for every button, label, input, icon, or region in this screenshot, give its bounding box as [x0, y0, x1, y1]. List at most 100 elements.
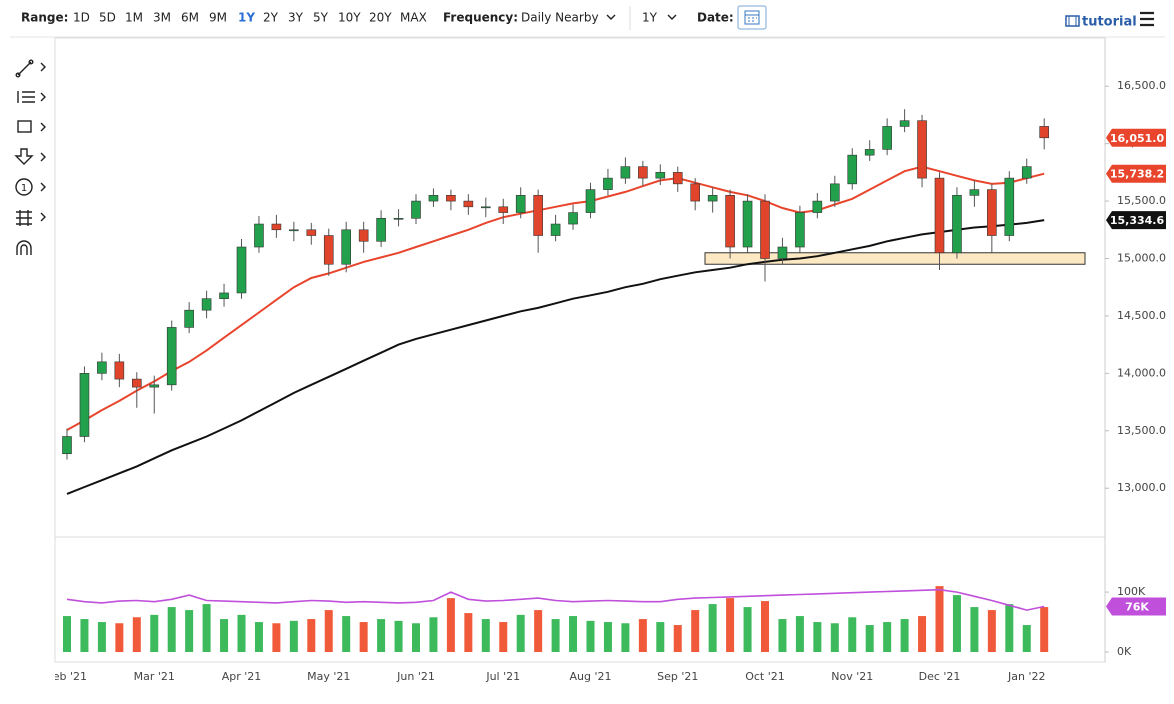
candle-body	[742, 200, 753, 248]
candle-body	[864, 149, 875, 156]
x-tick-label: Feb '21	[47, 670, 87, 683]
range-button[interactable]: 10Y	[338, 11, 361, 25]
candle-body	[271, 223, 282, 231]
range-button[interactable]: 1Y	[238, 11, 255, 25]
candle-body	[760, 200, 770, 259]
range-button[interactable]: 3Y	[288, 11, 304, 25]
tool-counter[interactable]: 1	[15, 178, 46, 196]
tool-rect[interactable]	[17, 120, 46, 133]
y-tick-label: 14,000.0	[1117, 366, 1166, 379]
candle-body	[114, 361, 125, 380]
value-badge	[1106, 128, 1166, 147]
x-tick-label: May '21	[307, 670, 350, 683]
y-tick-label: 13,500.0	[1117, 424, 1166, 437]
volume-bar	[551, 619, 560, 652]
tool-measure[interactable]	[16, 210, 46, 226]
volume-bar	[621, 623, 630, 652]
calendar-button[interactable]	[737, 5, 767, 30]
range-button[interactable]: 3M	[153, 11, 171, 25]
candle-body	[934, 177, 945, 254]
value-badge	[1106, 597, 1166, 616]
candle-body	[184, 309, 194, 328]
volume-bar	[289, 620, 298, 652]
y-tick-label: 100K	[1117, 585, 1146, 598]
candle-body	[97, 361, 107, 374]
candle-body	[480, 206, 491, 209]
y-tick-label: 14,500.0	[1117, 309, 1166, 322]
date-label: Date:	[697, 11, 734, 25]
tool-line[interactable]	[15, 59, 46, 78]
volume-bar	[324, 610, 333, 652]
price-pane	[54, 37, 1106, 538]
range-button[interactable]: 20Y	[369, 11, 392, 25]
candle-body	[882, 126, 892, 150]
x-tick-label: Oct '21	[745, 670, 785, 683]
y-tick-label: 16,500.0	[1117, 79, 1166, 92]
candle-body	[515, 195, 526, 213]
y-tick-label: 0K	[1117, 645, 1132, 658]
volume-average	[66, 588, 1045, 611]
candle-body	[79, 373, 90, 437]
candle-body	[306, 229, 317, 236]
value-badge-label: 15,738.2	[1110, 168, 1164, 181]
volume-bar	[743, 607, 752, 652]
x-tick-label: Sep '21	[657, 670, 698, 683]
range-button[interactable]: 1D	[73, 11, 90, 25]
period-select[interactable]: 1Y	[642, 11, 658, 25]
candle-body	[166, 327, 177, 386]
candle-body	[376, 218, 386, 242]
volume-bar	[63, 616, 71, 652]
candle-body	[899, 120, 910, 127]
frequency-select[interactable]: Daily Nearby	[521, 11, 599, 25]
tutorial[interactable]: tutorial	[1082, 15, 1137, 30]
candle-body	[289, 229, 299, 232]
candle-body	[812, 200, 823, 213]
range-button[interactable]: 2Y	[263, 11, 279, 25]
candle-body	[690, 183, 701, 202]
volume-bar	[150, 614, 159, 652]
toolbar: Range: 1D 5D 1M 3M 6M 9M 1Y 2Y 3Y 5Y 10Y 20Y MAX Fre…	[10, 5, 1165, 38]
volume-bar	[708, 604, 717, 652]
tool-magnet[interactable]	[16, 240, 32, 255]
range-button[interactable]: 9M	[209, 11, 227, 25]
candle-body	[201, 298, 212, 311]
chevron	[606, 14, 616, 20]
volume-bar	[377, 619, 386, 652]
x-tick-label: Jul '21	[485, 670, 520, 683]
tool-fib[interactable]	[17, 91, 46, 103]
tutorial-link[interactable]: tutorial	[1065, 15, 1137, 30]
volume-bar	[761, 601, 769, 652]
menu-button[interactable]	[1140, 11, 1154, 27]
candle-body	[917, 120, 927, 179]
volume-bar	[813, 622, 822, 652]
candle-body	[533, 195, 543, 236]
candle-body	[393, 218, 404, 220]
candle-body	[236, 246, 247, 294]
candle-body	[620, 166, 631, 179]
volume-bar	[481, 619, 490, 652]
candle-body	[219, 292, 229, 299]
volume-bar	[673, 625, 682, 652]
candle-body	[149, 384, 160, 388]
candle-body	[847, 154, 858, 185]
volume-bar	[848, 617, 857, 652]
candle-body	[707, 195, 718, 202]
range-button[interactable]: MAX	[400, 11, 427, 25]
range-button[interactable]: 6M	[181, 11, 199, 25]
x-tick-label: Jun '21	[396, 670, 435, 683]
volume-bar	[499, 622, 508, 652]
volume-bar	[534, 610, 543, 652]
candle-body	[655, 172, 666, 179]
volume-bar	[307, 619, 316, 652]
volume-bar	[359, 622, 368, 652]
chevron	[667, 14, 677, 20]
volume-bar	[167, 607, 176, 652]
range-button[interactable]: 1M	[125, 11, 143, 25]
volume-bar	[1022, 625, 1031, 652]
range-button[interactable]: 5D	[99, 11, 116, 25]
tool-arrow[interactable]	[14, 148, 46, 165]
range-button[interactable]: 5Y	[313, 11, 329, 25]
volume-bar	[656, 622, 665, 652]
volume-bar	[412, 623, 420, 652]
